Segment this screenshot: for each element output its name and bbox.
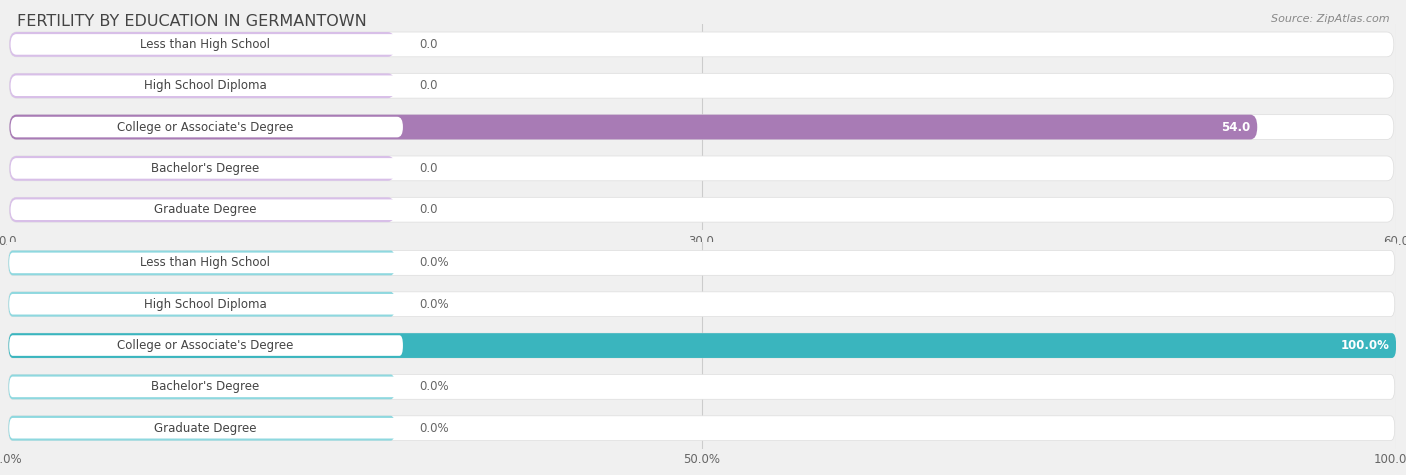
Text: 0.0%: 0.0% (419, 256, 450, 269)
FancyBboxPatch shape (11, 34, 404, 55)
FancyBboxPatch shape (8, 292, 1395, 317)
Text: 0.0: 0.0 (419, 38, 439, 51)
Text: Bachelor's Degree: Bachelor's Degree (150, 162, 259, 175)
FancyBboxPatch shape (8, 416, 395, 441)
FancyBboxPatch shape (8, 333, 1395, 358)
Text: High School Diploma: High School Diploma (143, 79, 266, 92)
Text: College or Associate's Degree: College or Associate's Degree (117, 339, 294, 352)
Text: 0.0%: 0.0% (419, 422, 450, 435)
Text: 54.0: 54.0 (1220, 121, 1250, 133)
Text: 0.0%: 0.0% (419, 380, 450, 393)
Text: Less than High School: Less than High School (141, 256, 270, 269)
FancyBboxPatch shape (10, 156, 1393, 181)
Text: 0.0: 0.0 (419, 203, 439, 216)
FancyBboxPatch shape (11, 158, 404, 179)
FancyBboxPatch shape (8, 250, 395, 276)
FancyBboxPatch shape (11, 200, 404, 220)
FancyBboxPatch shape (8, 250, 1395, 276)
FancyBboxPatch shape (10, 197, 395, 222)
Text: College or Associate's Degree: College or Associate's Degree (117, 121, 294, 133)
FancyBboxPatch shape (10, 32, 395, 57)
Text: Graduate Degree: Graduate Degree (153, 203, 256, 216)
FancyBboxPatch shape (10, 73, 395, 98)
FancyBboxPatch shape (11, 76, 404, 96)
FancyBboxPatch shape (10, 32, 1393, 57)
FancyBboxPatch shape (8, 374, 395, 399)
Text: 0.0%: 0.0% (419, 298, 450, 311)
FancyBboxPatch shape (10, 73, 1393, 98)
Text: Graduate Degree: Graduate Degree (153, 422, 256, 435)
Text: High School Diploma: High School Diploma (143, 298, 266, 311)
FancyBboxPatch shape (10, 253, 404, 273)
FancyBboxPatch shape (8, 416, 1395, 441)
FancyBboxPatch shape (10, 335, 404, 356)
FancyBboxPatch shape (10, 114, 1393, 140)
FancyBboxPatch shape (8, 374, 1395, 399)
Text: 0.0: 0.0 (419, 79, 439, 92)
FancyBboxPatch shape (10, 377, 404, 397)
FancyBboxPatch shape (10, 197, 1393, 222)
FancyBboxPatch shape (10, 156, 395, 181)
Text: FERTILITY BY EDUCATION IN GERMANTOWN: FERTILITY BY EDUCATION IN GERMANTOWN (17, 14, 367, 29)
FancyBboxPatch shape (8, 333, 1396, 358)
Text: Less than High School: Less than High School (141, 38, 270, 51)
Text: 100.0%: 100.0% (1340, 339, 1389, 352)
FancyBboxPatch shape (10, 418, 404, 438)
Text: 0.0: 0.0 (419, 162, 439, 175)
Text: Bachelor's Degree: Bachelor's Degree (150, 380, 259, 393)
FancyBboxPatch shape (11, 117, 404, 137)
FancyBboxPatch shape (10, 114, 1257, 140)
FancyBboxPatch shape (10, 294, 404, 314)
Text: Source: ZipAtlas.com: Source: ZipAtlas.com (1271, 14, 1389, 24)
FancyBboxPatch shape (8, 292, 395, 317)
